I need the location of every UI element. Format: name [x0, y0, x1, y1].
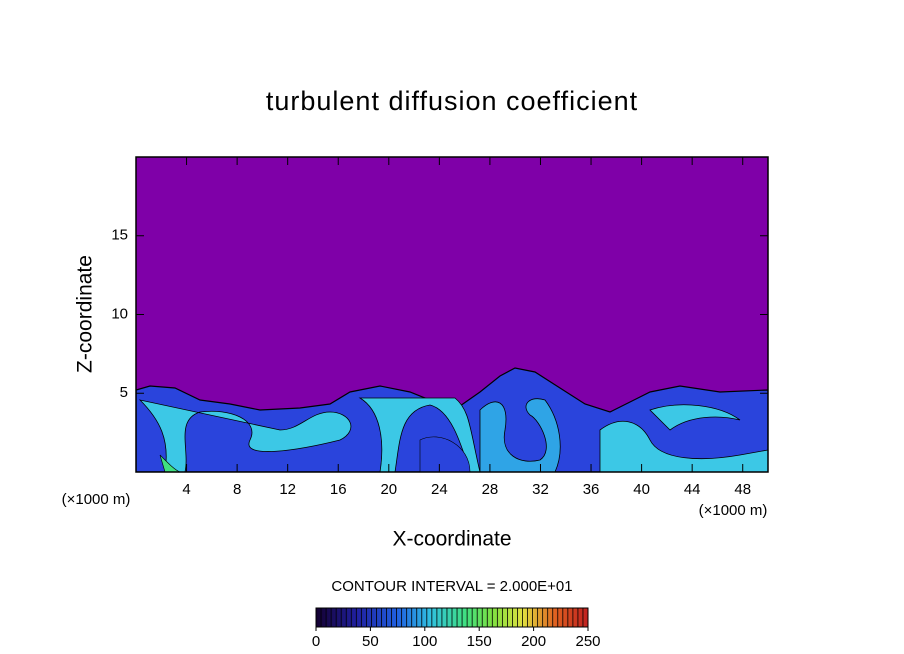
- x-tick-label: 20: [380, 481, 397, 498]
- y-unit: (×1000 m): [62, 491, 131, 508]
- x-axis-label: X-coordinate: [392, 528, 511, 551]
- colorbar-tick-label: 100: [412, 633, 437, 650]
- x-tick-label: 8: [233, 481, 241, 498]
- x-tick-label: 12: [279, 481, 296, 498]
- x-tick-label: 36: [583, 481, 600, 498]
- x-tick-label: 16: [330, 481, 347, 498]
- colorbar-lines: [320, 608, 584, 627]
- x-tick-label: 48: [734, 481, 751, 498]
- contour-field: [136, 157, 768, 472]
- x-tick-label: 44: [684, 481, 701, 498]
- colorbar-tick-label: 200: [521, 633, 546, 650]
- x-unit: (×1000 m): [699, 502, 768, 519]
- y-tick-label: 15: [111, 227, 128, 244]
- y-tick-label: 5: [120, 384, 128, 401]
- colorbar-tick-label: 50: [362, 633, 379, 650]
- x-tick-label: 32: [532, 481, 549, 498]
- x-tick-label: 24: [431, 481, 448, 498]
- contour-interval: CONTOUR INTERVAL = 2.000E+01: [331, 578, 572, 595]
- colorbar-tick-label: 150: [467, 633, 492, 650]
- colorbar-frame: [315, 607, 589, 628]
- colorbar-tick-label: 250: [575, 633, 600, 650]
- y-axis-label: Z-coordinate: [74, 255, 97, 373]
- chart-title: turbulent diffusion coefficient: [266, 86, 638, 116]
- x-tick-label: 4: [182, 481, 190, 498]
- y-tick-label: 10: [111, 305, 128, 322]
- x-tick-label: 28: [482, 481, 499, 498]
- x-tick-label: 40: [633, 481, 650, 498]
- colorbar-tick-label: 0: [312, 633, 320, 650]
